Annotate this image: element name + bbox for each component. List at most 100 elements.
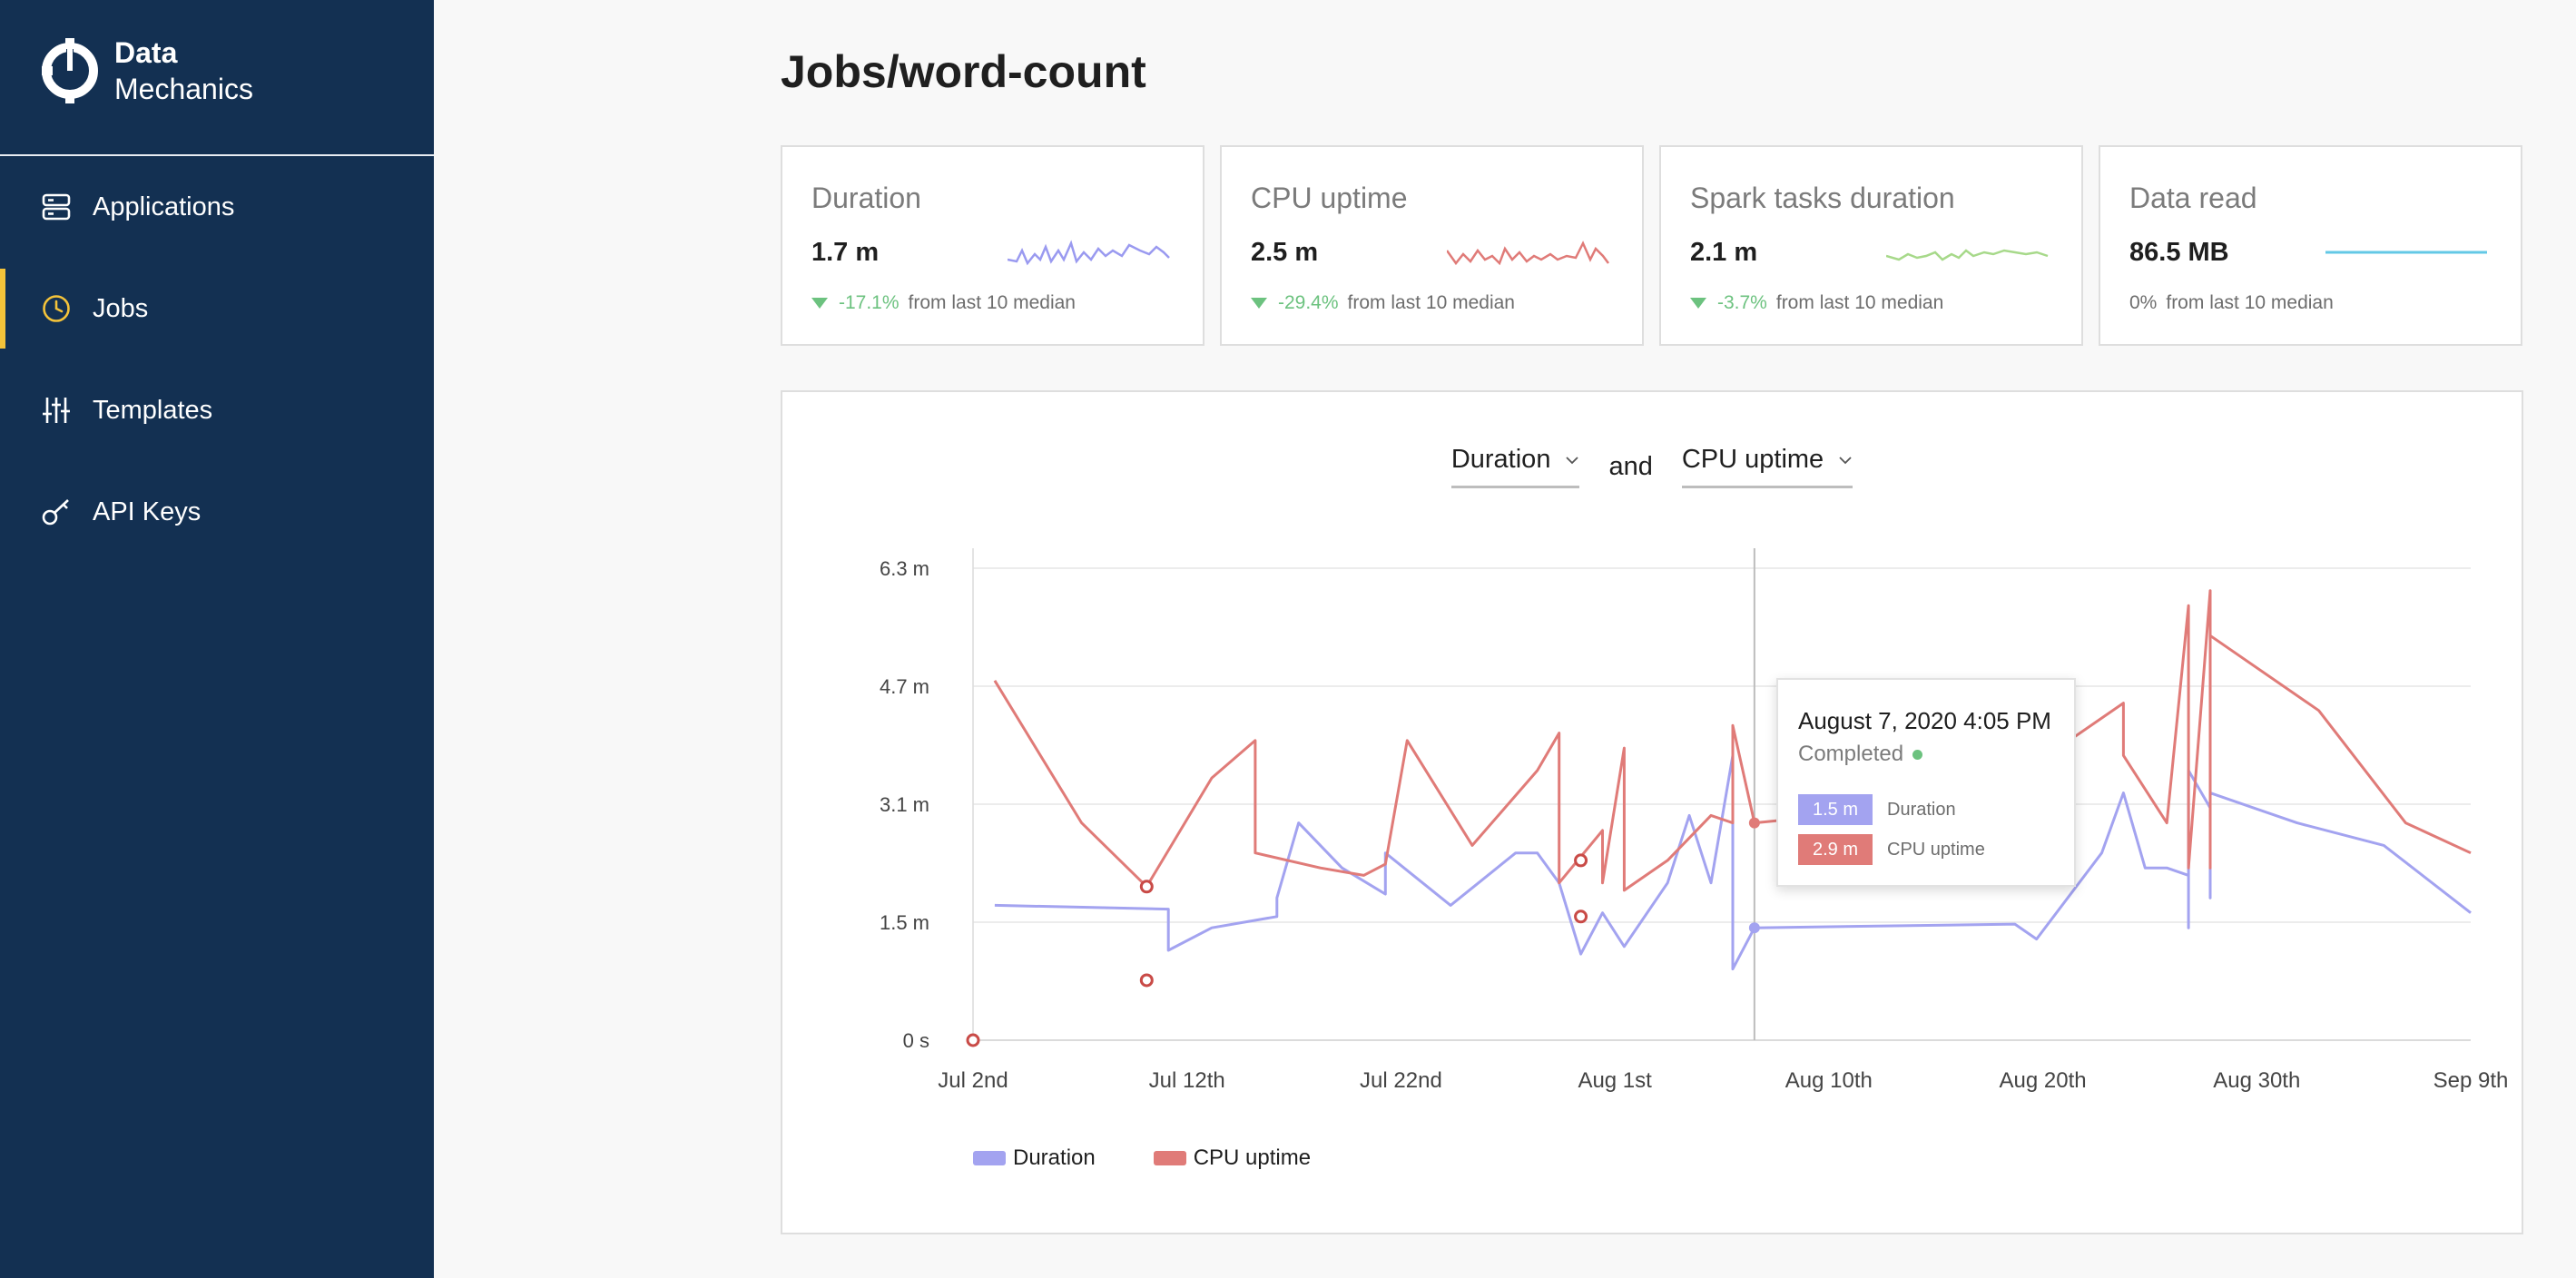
stat-card-percent: -17.1% (839, 292, 900, 313)
x-tick-label: Jul 22nd (1360, 1068, 1442, 1093)
stat-card-title: CPU uptime (1251, 182, 1408, 214)
hover-point-cpu-uptime (1748, 817, 1760, 829)
sidebar-item-label: Templates (93, 395, 213, 425)
down-arrow-icon (811, 298, 828, 309)
duration-sparkline (1008, 240, 1170, 266)
stat-card-change: -29.4% from last 10 median (1251, 292, 1515, 314)
stat-card-suffix: from last 10 median (908, 292, 1076, 313)
tooltip-status-text: Completed (1798, 742, 1904, 766)
sliders-icon (40, 394, 73, 427)
chart-panel: Duration and CPU uptime 0 s 1.5 m 3.1 m 4.7… (781, 390, 2523, 1234)
metric-select-left[interactable]: Duration (1450, 445, 1580, 488)
y-tick-label: 1.5 m (880, 911, 929, 934)
data-point-marker (1574, 853, 1588, 868)
brand-line-1: Data (114, 36, 178, 69)
data-point-marker (1574, 909, 1588, 924)
series-line-cpu-uptime (993, 589, 2472, 892)
x-tick-label: Aug 20th (2000, 1068, 2087, 1093)
stat-card-value: 1.7 m (811, 238, 880, 267)
stat-card-suffix: from last 10 median (2166, 292, 2334, 313)
sidebar: Data Mechanics Applications Jobs Templat… (0, 0, 434, 1278)
x-tick-label: Jul 12th (1149, 1068, 1225, 1093)
stat-card-percent: -3.7% (1717, 292, 1767, 313)
stat-card-value: 86.5 MB (2129, 238, 2229, 267)
data-point-marker (1139, 880, 1154, 894)
y-tick-label: 0 s (903, 1029, 929, 1052)
hover-point-duration (1748, 922, 1760, 934)
page-title: Jobs/word-count (781, 46, 1146, 97)
sidebar-item-templates[interactable]: Templates (0, 359, 434, 461)
status-dot-icon (1912, 749, 1923, 760)
legend-item-cpu-uptime[interactable]: CPU uptime (1153, 1145, 1312, 1171)
metric-select-right[interactable]: CPU uptime (1681, 445, 1853, 488)
y-tick-label: 4.7 m (880, 675, 929, 698)
y-tick-label: 3.1 m (880, 793, 929, 816)
x-tick-label: Sep 9th (2433, 1068, 2509, 1093)
line-chart[interactable]: 0 s 1.5 m 3.1 m 4.7 m 6.3 m Jul 2nd Jul 12th Ju… (782, 392, 2525, 1236)
stat-card-spark-tasks-duration[interactable]: Spark tasks duration 2.1 m -3.7% from la… (1659, 145, 2083, 346)
server-icon (40, 191, 73, 223)
tooltip-date: August 7, 2020 4:05 PM (1798, 707, 2051, 734)
down-arrow-icon (1690, 298, 1706, 309)
stat-card-title: Data read (2129, 182, 2257, 214)
brand-line-2: Mechanics (114, 73, 253, 105)
sidebar-item-jobs[interactable]: Jobs (0, 258, 434, 359)
tooltip-label: CPU uptime (1887, 839, 1985, 860)
data-point-marker (966, 1033, 980, 1047)
stat-card-percent: 0% (2129, 292, 2158, 313)
sidebar-nav: Applications Jobs Templates API Keys (0, 156, 434, 563)
sidebar-item-applications[interactable]: Applications (0, 156, 434, 258)
sidebar-item-api-keys[interactable]: API Keys (0, 461, 434, 563)
stat-card-duration[interactable]: Duration 1.7 m -17.1% from last 10 media… (781, 145, 1204, 346)
clock-icon (40, 292, 73, 325)
metric-select-value: CPU uptime (1681, 445, 1824, 474)
sidebar-item-label: Jobs (93, 293, 149, 323)
chevron-down-icon (1839, 456, 1852, 464)
brand-logo[interactable]: Data Mechanics (40, 34, 253, 107)
data-read-sparkline (2325, 251, 2487, 254)
tooltip-row-cpu-uptime: 2.9 m CPU uptime (1798, 834, 1985, 865)
stat-card-percent: -29.4% (1278, 292, 1339, 313)
tooltip-badge: 1.5 m (1798, 794, 1873, 825)
stat-card-change: 0% from last 10 median (2129, 292, 2334, 314)
sidebar-item-label: API Keys (93, 496, 202, 526)
metric-select-value: Duration (1450, 445, 1551, 474)
stat-card-change: -3.7% from last 10 median (1690, 292, 1943, 314)
chevron-down-icon (1566, 456, 1579, 464)
tooltip-status: Completed (1798, 742, 1923, 767)
sidebar-item-label: Applications (93, 192, 235, 221)
stat-card-value: 2.5 m (1251, 238, 1319, 267)
and-label: and (1608, 451, 1653, 481)
chart-tooltip: August 7, 2020 4:05 PM Completed 1.5 m D… (1776, 678, 2076, 887)
data-point-marker (1139, 973, 1154, 988)
stat-card-title: Spark tasks duration (1690, 182, 1955, 214)
metric-selector-row: Duration and CPU uptime (782, 445, 2522, 488)
data-mechanics-logo-icon (42, 38, 98, 103)
key-icon (40, 496, 73, 528)
stat-card-suffix: from last 10 median (1347, 292, 1515, 313)
x-tick-label: Aug 10th (1785, 1068, 1873, 1093)
down-arrow-icon (1251, 298, 1267, 309)
stat-card-suffix: from last 10 median (1775, 292, 1944, 313)
stat-card-change: -17.1% from last 10 median (811, 292, 1076, 314)
stat-card-cpu-uptime[interactable]: CPU uptime 2.5 m -29.4% from last 10 med… (1220, 145, 1644, 346)
y-tick-label: 6.3 m (880, 557, 929, 580)
spark-tasks-sparkline (1886, 249, 2049, 261)
stat-card-value: 2.1 m (1690, 238, 1758, 267)
legend-swatch (1153, 1151, 1186, 1165)
x-tick-label: Aug 30th (2213, 1068, 2300, 1093)
legend-label: CPU uptime (1193, 1145, 1312, 1170)
legend-item-duration[interactable]: Duration (973, 1145, 1096, 1171)
stat-card-data-read[interactable]: Data read 86.5 MB 0% from last 10 median (2099, 145, 2522, 346)
legend-swatch (973, 1151, 1006, 1165)
stat-card-title: Duration (811, 182, 921, 214)
x-tick-label: Aug 1st (1578, 1068, 1652, 1093)
tooltip-row-duration: 1.5 m Duration (1798, 794, 1956, 825)
sidebar-divider (0, 154, 434, 156)
tooltip-badge: 2.9 m (1798, 834, 1873, 865)
tooltip-label: Duration (1887, 799, 1956, 820)
legend-label: Duration (1013, 1145, 1096, 1170)
chart-legend: Duration CPU uptime (973, 1145, 1369, 1171)
cpu-uptime-sparkline (1447, 241, 1609, 266)
x-tick-label: Jul 2nd (938, 1068, 1008, 1093)
